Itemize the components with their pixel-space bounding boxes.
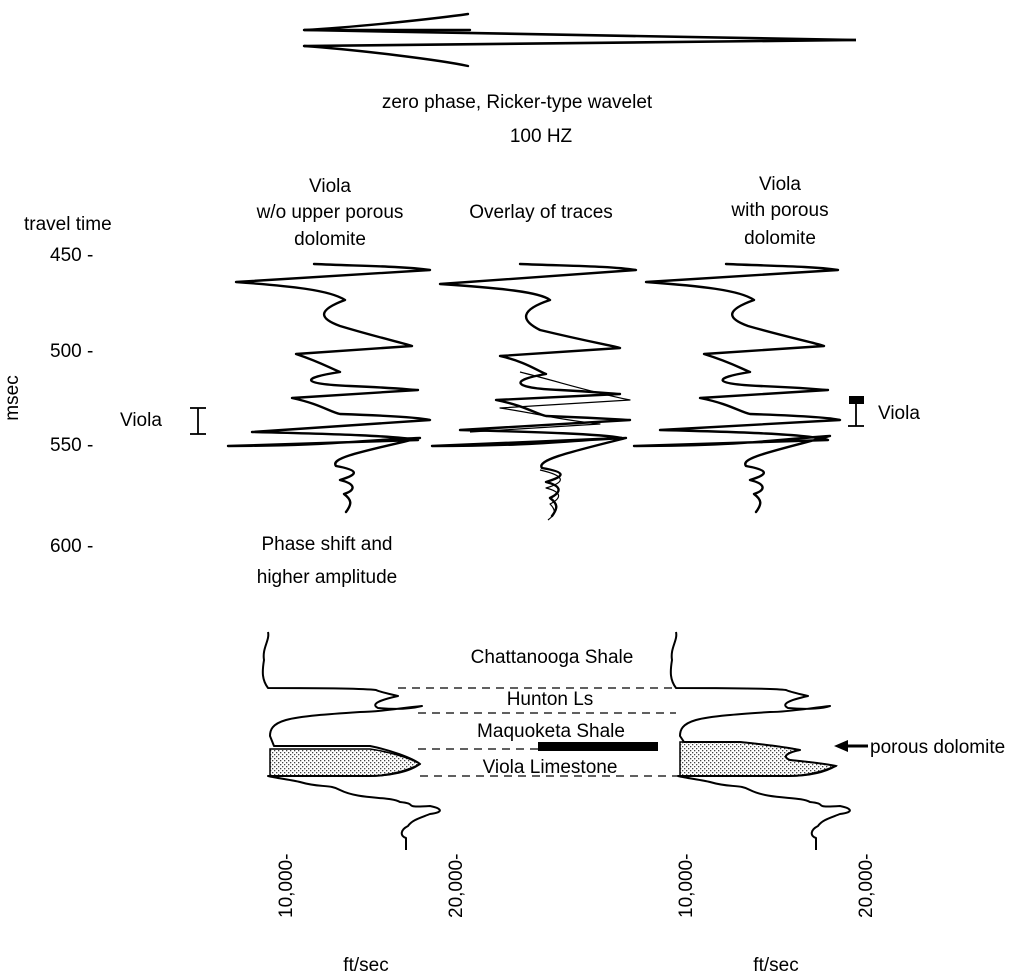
axis-unit: msec [2, 375, 23, 420]
right-tick-10000: 10,000- [676, 854, 697, 918]
right-title-3: dolomite [744, 228, 816, 249]
left-title-3: dolomite [294, 229, 366, 250]
wavelet-caption: zero phase, Ricker-type wavelet [382, 92, 653, 113]
phase-shift-note-1: Phase shift and [262, 534, 393, 555]
formation-viola: Viola Limestone [483, 757, 618, 778]
right-viola-interval-marker [848, 396, 864, 427]
left-velocity-unit: ft/sec [343, 955, 388, 976]
formation-hunton: Hunton Ls [507, 689, 594, 710]
axis-title: travel time [24, 214, 112, 235]
formation-maquoketa: Maquoketa Shale [477, 721, 625, 742]
porous-dolomite-label: porous dolomite [870, 737, 1005, 758]
formation-boundaries [398, 687, 680, 777]
left-seismic-trace [226, 262, 432, 514]
right-title-2: with porous [730, 200, 828, 221]
left-viola-interval-marker [190, 407, 206, 435]
ricker-wavelet-graphic [302, 12, 857, 68]
formation-chattanooga: Chattanooga Shale [471, 647, 634, 668]
phase-shift-note-2: higher amplitude [257, 567, 397, 588]
left-title-1: Viola [309, 176, 351, 197]
center-title: Overlay of traces [469, 202, 613, 223]
tick-600: 600 - [50, 536, 93, 557]
right-seismic-trace [632, 262, 842, 514]
tick-500: 500 - [50, 341, 93, 362]
tick-550: 550 - [50, 435, 93, 456]
right-tick-20000: 20,000- [856, 854, 877, 918]
porous-dolomite-arrow [834, 740, 868, 752]
right-velocity-unit: ft/sec [753, 955, 798, 976]
right-log-viola-fill [679, 741, 839, 777]
left-viola-label: Viola [120, 410, 162, 431]
porous-dolomite-bar [538, 742, 658, 751]
right-velocity-log [669, 631, 851, 850]
right-viola-label: Viola [878, 403, 920, 424]
left-velocity-log [261, 631, 441, 850]
tick-450: 450 - [50, 245, 93, 266]
wavelet-frequency: 100 HZ [510, 126, 573, 147]
left-title-2: w/o upper porous [256, 202, 404, 223]
left-tick-10000: 10,000- [276, 854, 297, 918]
right-title-1: Viola [759, 174, 801, 195]
left-tick-20000: 20,000- [446, 854, 467, 918]
overlay-traces [430, 262, 638, 521]
